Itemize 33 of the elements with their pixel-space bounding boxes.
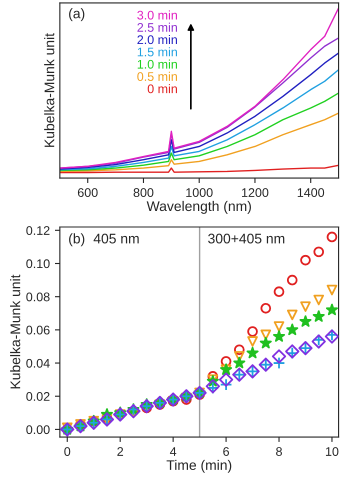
x-tick-label: 10 [326,447,338,456]
text: 0 min [148,84,177,94]
text: 1.5 min [138,47,177,56]
x-tick-label: 0 [64,447,70,456]
text: 2.0 min [137,34,177,44]
annotation: (a) [69,8,84,22]
y-axis-title: Kubelka-Munk unit [44,33,54,147]
x-tick-label: 1400 [298,188,324,198]
x-tick-label: 600 [78,188,98,198]
x-axis-title: Time (min) [166,460,232,473]
x-tick-label: 8 [276,447,282,456]
annotation: 405 nm [94,234,139,244]
x-axis-title: Wavelength (nm) [146,200,251,214]
x-tick-label: 2 [117,447,124,456]
x-tick-label: 4 [170,447,176,456]
text: 0.5 min [137,72,177,81]
annotation: 300+405 nm [208,234,284,244]
y-tick-label: 0.04 [26,358,50,368]
text: 2.5 min [137,22,177,32]
x-tick-label: 1000 [186,188,213,198]
x-tick-label: 1200 [242,188,268,198]
y-tick-label: 0.12 [26,226,50,235]
x-tick-label: 800 [134,188,154,198]
y-tick-label: 0.06 [26,326,50,335]
y-tick-label: 0.08 [26,292,50,302]
y-tick-label: 0.00 [26,425,50,434]
text: 3.0 min [137,10,177,20]
x-tick-label: 6 [223,447,230,456]
annotation: (b) [69,233,84,246]
y-tick-label: 0.10 [26,259,50,268]
text: 1.0 min [138,60,177,69]
y-axis-title: Kubelka-Munk unit [10,274,20,388]
y-tick-label: 0.02 [26,392,50,401]
